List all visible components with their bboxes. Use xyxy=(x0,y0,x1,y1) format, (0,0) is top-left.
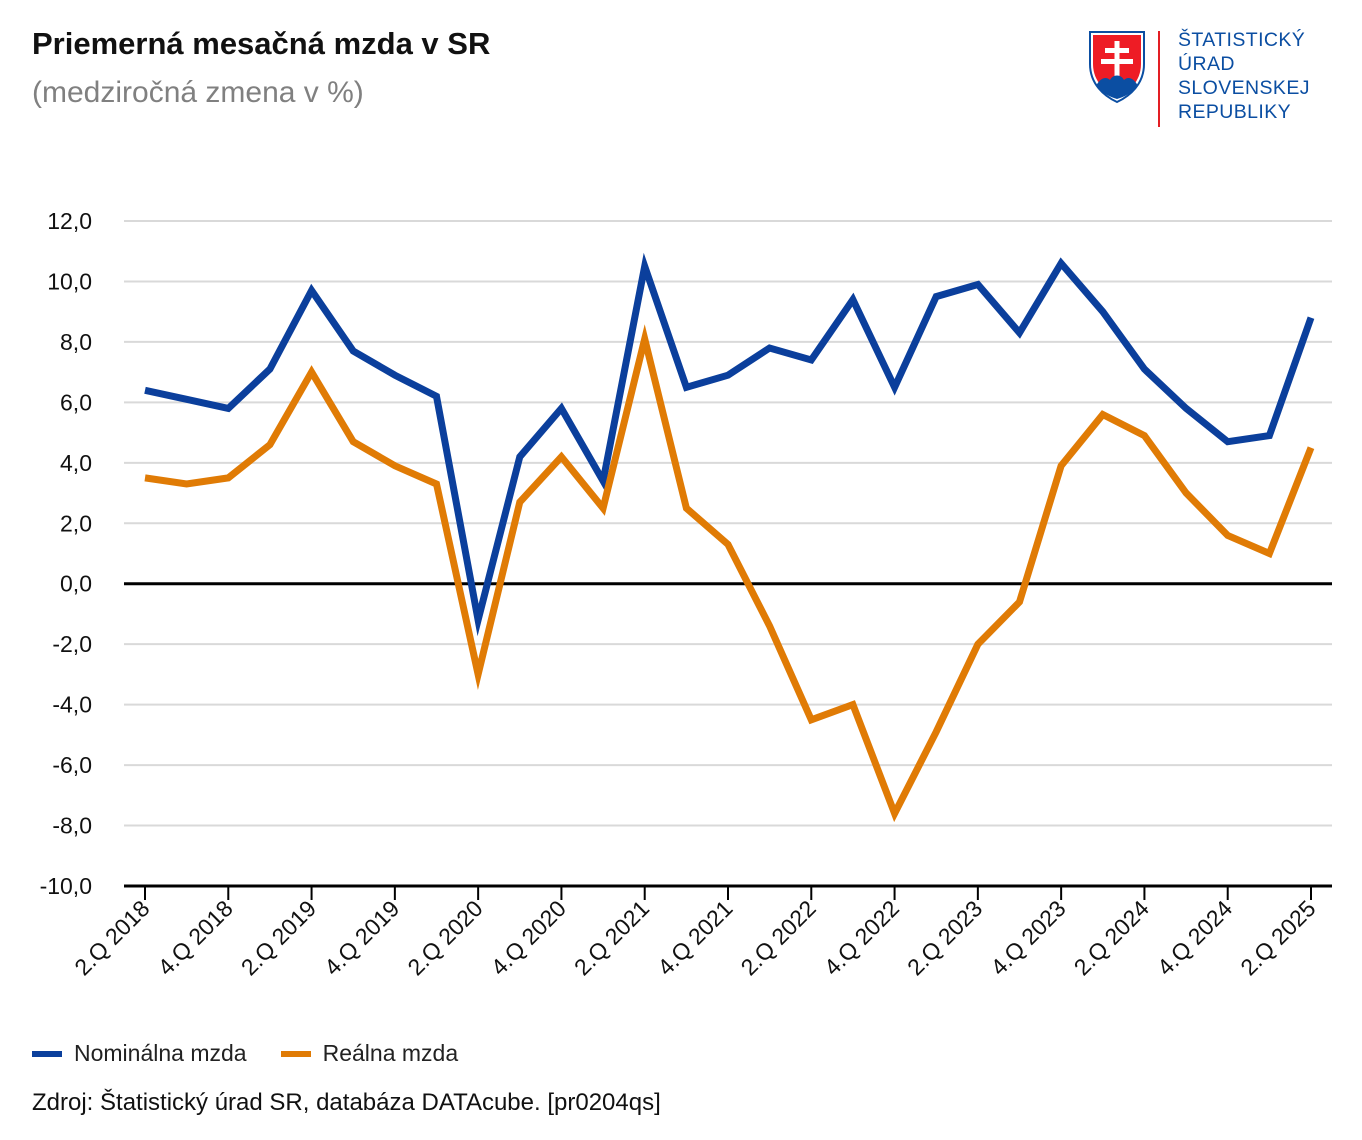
statistical-office-logo: ŠTATISTICKÝ ÚRAD SLOVENSKEJ REPUBLIKY xyxy=(1088,28,1338,128)
x-tick-label: 4.Q 2019 xyxy=(319,895,404,980)
legend-item-nominal: Nominálna mzda xyxy=(32,1040,247,1067)
x-tick-label: 4.Q 2023 xyxy=(985,895,1070,980)
series-line-real xyxy=(144,324,1315,823)
y-tick-label: 2,0 xyxy=(60,510,92,536)
y-tick-label: -2,0 xyxy=(52,631,92,657)
logo-line: ÚRAD xyxy=(1178,53,1235,75)
logo-line: REPUBLIKY xyxy=(1178,101,1292,123)
x-tick-label: 2.Q 2019 xyxy=(236,895,321,980)
coat-of-arms-icon xyxy=(1089,31,1145,104)
y-tick-label: -8,0 xyxy=(52,813,92,839)
series-line-nominal xyxy=(144,252,1315,637)
legend: Nominálna mzda Reálna mzda xyxy=(32,1040,492,1067)
legend-swatch xyxy=(32,1050,62,1057)
x-tick-label: 2.Q 2024 xyxy=(1069,895,1154,980)
x-tick-label: 4.Q 2024 xyxy=(1152,895,1237,980)
y-tick-label: 12,0 xyxy=(47,208,92,234)
y-tick-label: 8,0 xyxy=(60,329,92,355)
y-tick-label: -6,0 xyxy=(52,752,92,778)
y-tick-label: -10,0 xyxy=(40,873,92,899)
x-tick-label: 2.Q 2020 xyxy=(402,895,487,980)
x-tick-label: 2.Q 2021 xyxy=(569,895,654,980)
logo-line: SLOVENSKEJ xyxy=(1178,77,1310,99)
x-tick-label: 2.Q 2023 xyxy=(902,895,987,980)
logo-divider xyxy=(1158,31,1160,127)
legend-swatch xyxy=(280,1050,311,1057)
legend-item-real: Reálna mzda xyxy=(280,1040,459,1067)
x-tick-label: 2.Q 2025 xyxy=(1235,895,1320,980)
grid xyxy=(124,220,1332,827)
y-tick-label: 4,0 xyxy=(60,450,92,476)
legend-label: Reálna mzda xyxy=(322,1040,459,1066)
x-tick-label: 2.Q 2018 xyxy=(69,895,154,980)
legend-label: Nominálna mzda xyxy=(74,1040,247,1066)
x-tick-label: 4.Q 2020 xyxy=(486,895,571,980)
line-chart: 12,0 10,0 8,0 6,0 4,0 2,0 0,0 -2,0 -4,0 -6,0 -8,0 -… xyxy=(40,208,1332,980)
source-note: Zdroj: Štatistický úrad SR, databáza DAT… xyxy=(32,1089,661,1116)
x-tick-label: 2.Q 2022 xyxy=(736,895,821,980)
y-tick-label: 6,0 xyxy=(60,389,92,415)
y-tick-label: 0,0 xyxy=(60,571,92,597)
logo-wordmark: ŠTATISTICKÝ ÚRAD SLOVENSKEJ REPUBLIKY xyxy=(1178,28,1310,124)
y-axis-ticks: 12,0 10,0 8,0 6,0 4,0 2,0 0,0 -2,0 -4,0 -6,0 -8,0 -… xyxy=(40,208,92,899)
y-tick-label: -4,0 xyxy=(52,692,92,718)
x-tick-label: 4.Q 2022 xyxy=(819,895,904,980)
x-tick-label: 4.Q 2021 xyxy=(652,895,737,980)
y-tick-label: 10,0 xyxy=(47,268,92,294)
axes xyxy=(124,582,1332,888)
chart-title: Priemerná mesačná mzda v SR xyxy=(32,26,491,61)
x-tick-label: 4.Q 2018 xyxy=(153,895,238,980)
logo-line: ŠTATISTICKÝ xyxy=(1178,29,1306,51)
chart-subtitle: (medziročná zmena v %) xyxy=(32,76,364,109)
series xyxy=(144,252,1315,823)
